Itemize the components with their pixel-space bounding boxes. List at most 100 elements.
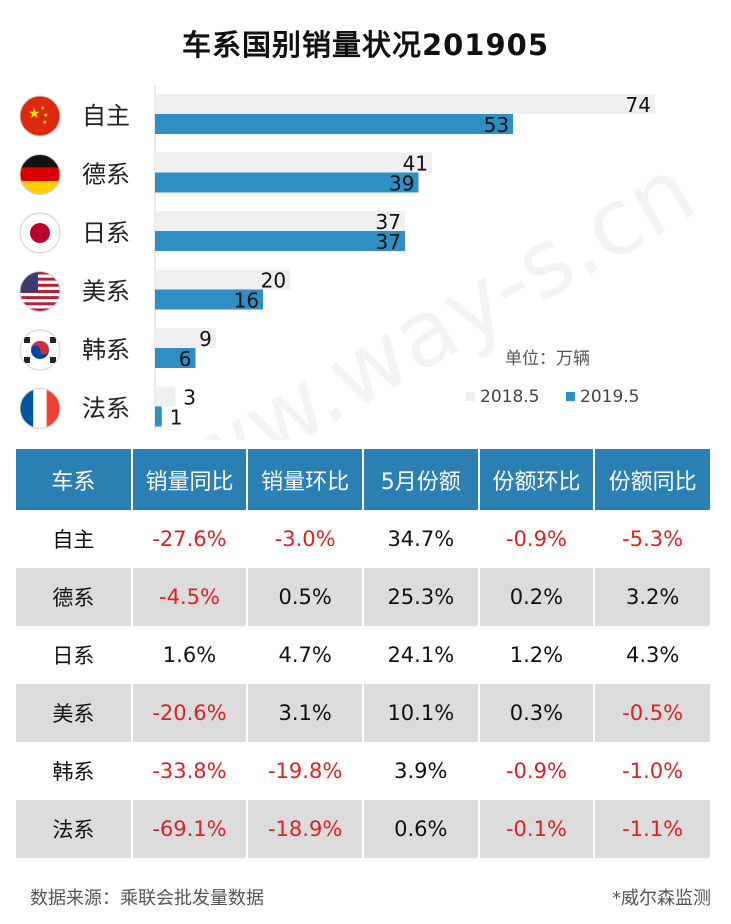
flag-border (19, 154, 61, 195)
bar-2019 (155, 289, 264, 310)
data-label-2019: 16 (234, 289, 259, 313)
header-cell: 5月份额 (362, 449, 480, 510)
bar-2019 (155, 114, 514, 134)
bar-2018 (155, 269, 291, 290)
value-cell: -69.1% (131, 800, 249, 858)
bar-2018 (155, 328, 216, 348)
header-cell: 销量环比 (247, 449, 364, 510)
credit-note: *威尔森监测 (612, 888, 711, 909)
row-name-cell: 美系 (16, 684, 133, 742)
category-label: 韩系 (82, 336, 130, 364)
bar-2019 (155, 406, 162, 427)
bar-2019 (155, 231, 405, 251)
value-cell: 24.1% (362, 626, 480, 684)
table-header-row: 车系 销量同比 销量环比 5月份额 份额环比 份额同比 (16, 449, 710, 510)
table-row: 日系 1.6% 4.7% 24.1% 1.2% 4.3% (16, 626, 710, 684)
data-label-2019: 1 (170, 406, 183, 430)
chart-title: 车系国别销量状况201905 (181, 28, 550, 62)
legend-label-2019: 2019.5 (580, 387, 639, 407)
flag-border (19, 95, 61, 137)
usa-flag-icon (20, 271, 60, 312)
japan-flag-icon (20, 213, 60, 253)
table-row: 美系 -20.6% 3.1% 10.1% 0.3% -0.5% (16, 684, 710, 742)
data-label-2018: 74 (626, 93, 651, 117)
value-cell: -1.0% (622, 759, 684, 783)
value-cell: 3.2% (594, 568, 710, 626)
value-cell: -1.1% (594, 800, 710, 858)
value-cell: 1.6% (131, 626, 249, 684)
data-label-2019: 37 (376, 230, 401, 254)
svg-text:★: ★ (28, 106, 41, 122)
value-cell: 3.9% (362, 742, 480, 800)
value-cell: -5.3% (622, 527, 684, 551)
table-row: 德系 -4.5% 0.5% 25.3% 0.2% 3.2% (16, 568, 710, 626)
row-name-cell: 德系 (16, 568, 133, 626)
value-cell: 4.3% (625, 643, 680, 667)
category-label: 美系 (82, 278, 130, 306)
svg-text:★: ★ (42, 119, 47, 126)
bar-2019 (155, 172, 419, 193)
header-cell: 份额同比 (594, 449, 710, 510)
bar-2018 (155, 386, 176, 407)
category-label: 德系 (82, 161, 130, 189)
value-cell: -33.8% (131, 742, 249, 800)
flag-border (19, 329, 61, 371)
flag-border (19, 388, 61, 429)
row-name-cell: 自主 (16, 510, 133, 568)
bar-2018 (155, 152, 433, 173)
value-cell: -3.0% (247, 510, 364, 568)
value-cell: 1.2% (478, 626, 596, 684)
table-row: 法系 -69.1% -18.9% 0.6% -0.1% -1.1% (16, 800, 710, 858)
value-cell: -27.6% (131, 510, 249, 568)
category-label: 日系 (82, 219, 130, 247)
france-flag-icon (20, 388, 60, 429)
korea-flag-icon (20, 330, 60, 370)
value-cell: -0.5% (594, 684, 710, 742)
china-flag-icon: ★ ★★★ (20, 96, 60, 136)
row-name-cell: 法系 (16, 800, 133, 858)
unit-label: 单位：万辆 (505, 349, 590, 369)
value-cell: 4.7% (247, 626, 364, 684)
legend-swatch-2019 (566, 392, 575, 401)
value-cell: 0.6% (362, 800, 480, 858)
row-name-cell: 韩系 (16, 742, 133, 800)
value-cell: -18.9% (247, 800, 364, 858)
data-label-2018: 9 (199, 327, 212, 351)
bar-2019 (155, 348, 196, 368)
source-note: 数据来源：乘联会批发量数据 (30, 888, 264, 909)
data-label-2019: 6 (179, 347, 192, 371)
data-label-2019: 39 (389, 172, 414, 196)
row-name-cell: 日系 (16, 626, 133, 684)
value-cell: -19.8% (247, 742, 364, 800)
value-cell: 10.1% (362, 684, 480, 742)
bar-2018 (155, 94, 655, 114)
legend-swatch-2018 (466, 392, 475, 401)
category-label: 法系 (82, 395, 130, 423)
value-cell: -20.6% (131, 684, 249, 742)
value-cell: 25.3% (362, 568, 480, 626)
table-row: 自主 -27.6% -3.0% 34.7% -0.9% -5.3% (16, 510, 710, 568)
table-row: 韩系 -33.8% -19.8% 3.9% -0.9% -1.0% (16, 742, 710, 800)
legend-label-2018: 2018.5 (480, 387, 539, 407)
value-cell: -0.9% (478, 510, 596, 568)
value-cell: -0.9% (478, 742, 596, 800)
data-label-2018: 37 (376, 210, 401, 234)
bar-2018 (155, 211, 405, 231)
value-cell: 34.7% (362, 510, 480, 568)
flag-border (19, 271, 61, 312)
header-cell: 车系 (16, 449, 133, 510)
svg-text:★: ★ (43, 112, 48, 119)
data-label-2018: 20 (261, 269, 286, 293)
data-label-2019: 53 (484, 113, 509, 137)
value-cell: 0.5% (247, 568, 364, 626)
header-cell: 份额环比 (478, 449, 596, 510)
svg-text:★: ★ (40, 105, 45, 112)
value-cell: -4.5% (131, 568, 249, 626)
header-cell: 销量同比 (131, 449, 249, 510)
data-label-2018: 41 (403, 152, 428, 176)
flag-border (19, 212, 61, 254)
data-label-2018: 3 (183, 386, 196, 410)
value-cell: 0.2% (478, 568, 596, 626)
category-label: 自主 (82, 102, 130, 130)
